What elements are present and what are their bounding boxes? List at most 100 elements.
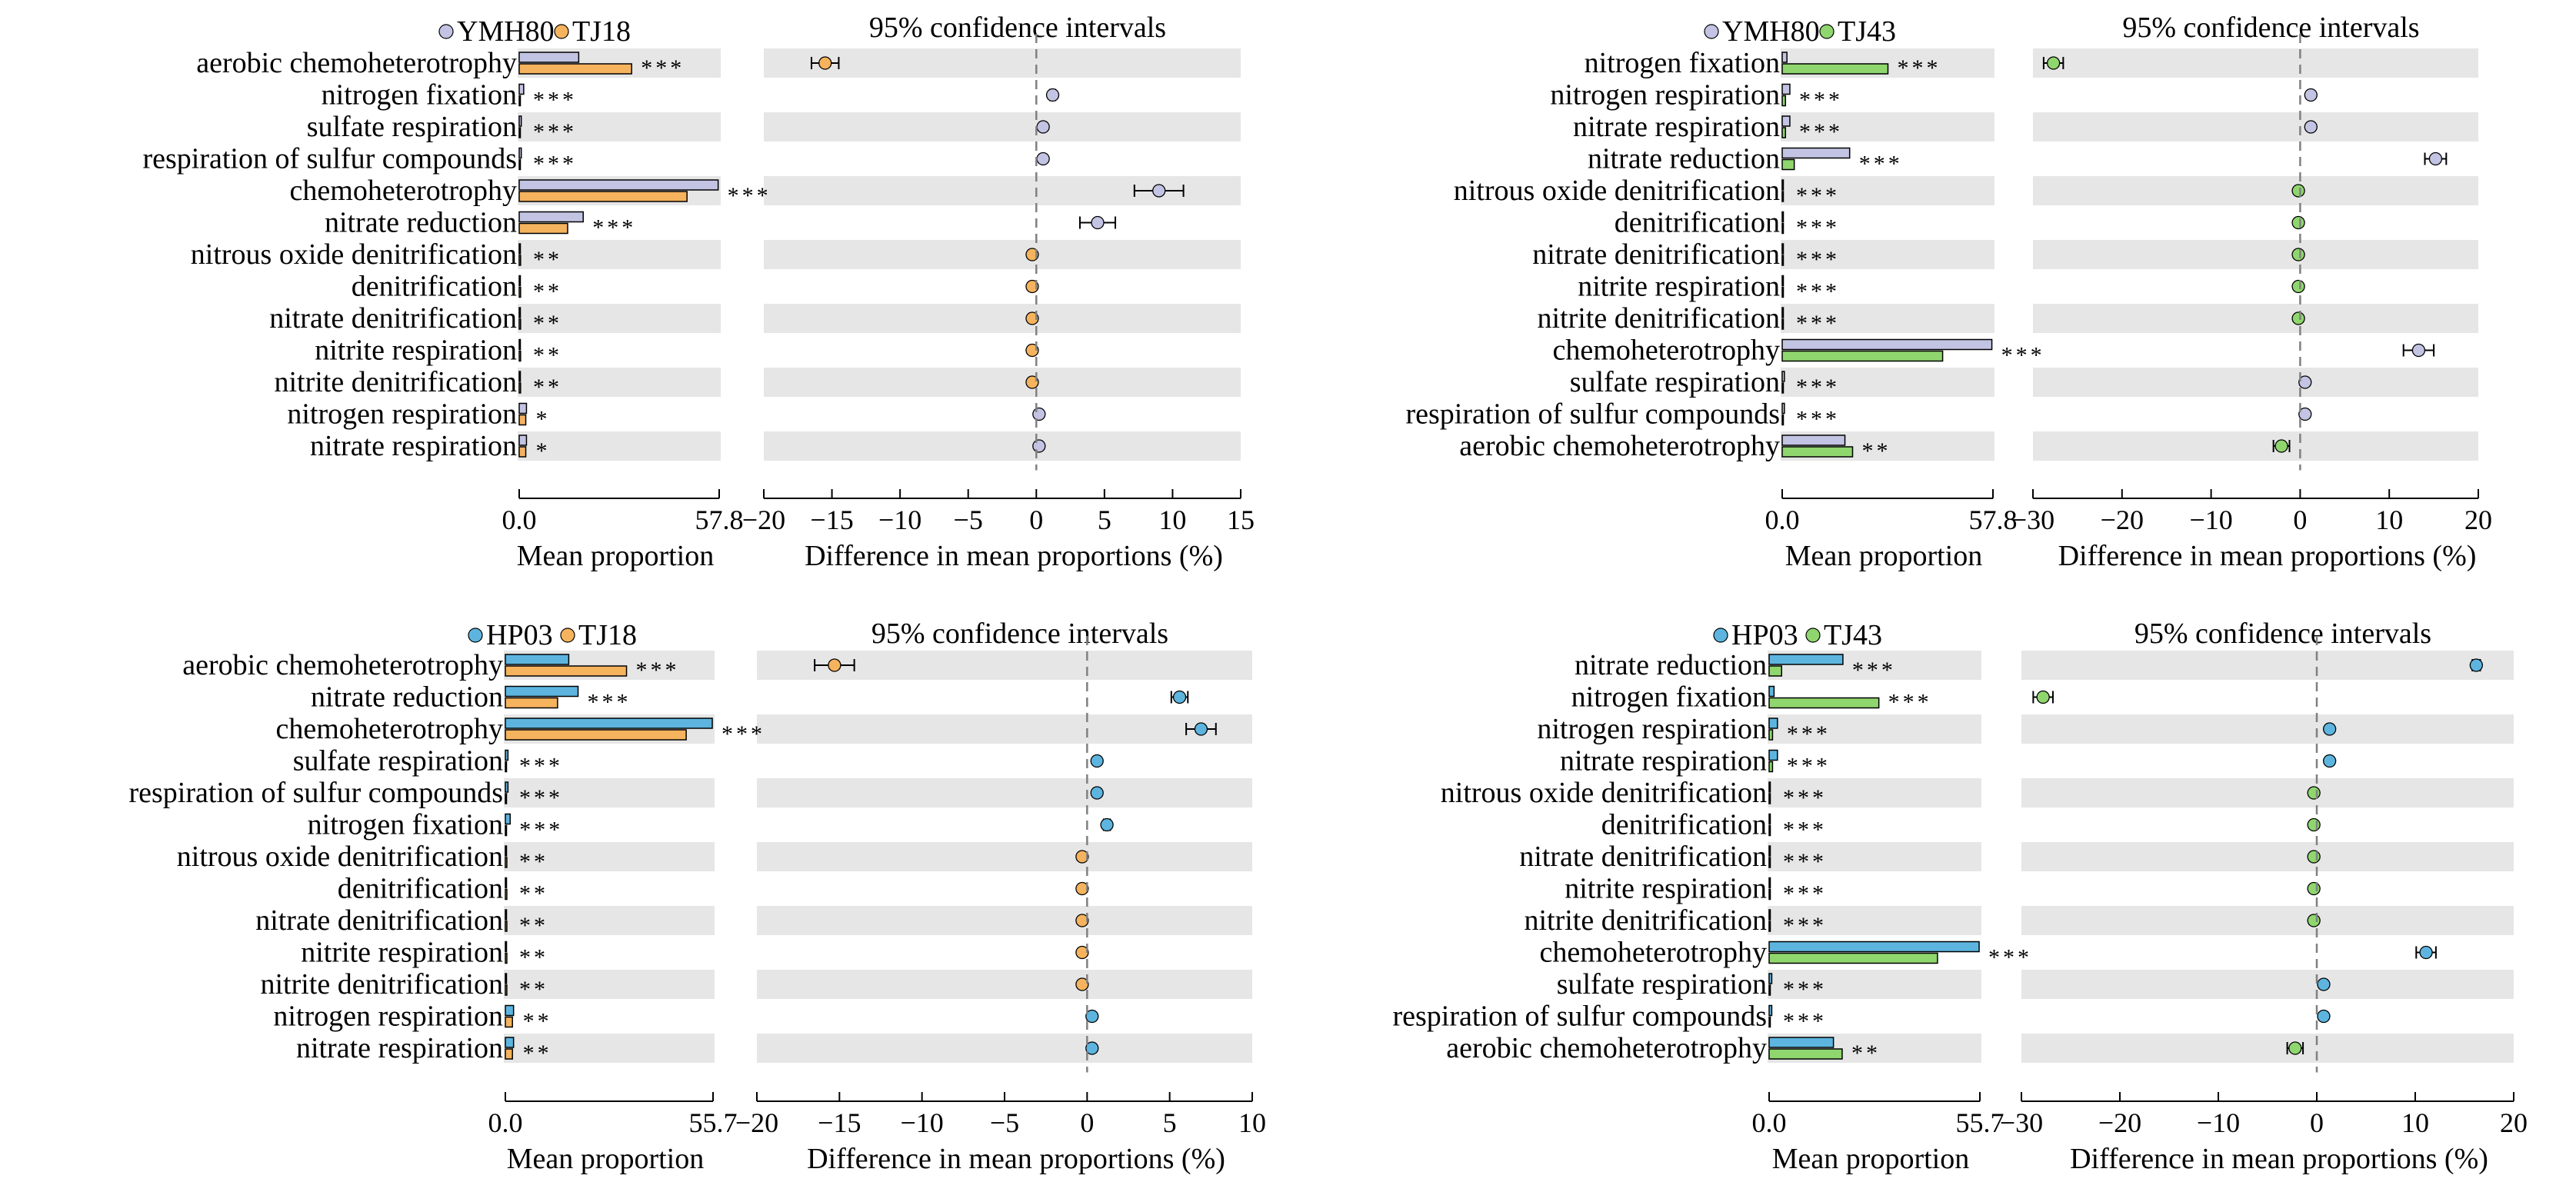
- row-band-right: [764, 304, 1241, 333]
- row-nitrogen-respiration: nitrogen respiration **: [273, 1001, 1099, 1034]
- bar-ymh80: [1781, 338, 1993, 351]
- bar-hp03: [1768, 877, 1771, 889]
- bar-tj43: [1781, 414, 1785, 426]
- row-label: nitrous oxide denitrification: [1454, 175, 1780, 207]
- row-chemoheterotrophy: chemoheterotrophy ***: [276, 713, 1252, 747]
- row-band-left: [518, 431, 721, 461]
- row-nitrogen-fixation: nitrogen fixation ***: [322, 79, 1060, 113]
- bar-axis-tick-label: 55.7: [1956, 1107, 2004, 1138]
- ci-title: 95% confidence intervals: [2134, 618, 2431, 650]
- ci-point: [1100, 817, 1114, 832]
- ci-point: [2304, 120, 2318, 134]
- bar-ymh80: [1781, 211, 1785, 223]
- bar-tj43: [1781, 191, 1785, 202]
- bar-hp03: [1768, 654, 1844, 665]
- row-band-right: [757, 778, 1252, 807]
- bar-tj18: [505, 1048, 513, 1060]
- row-nitrate-respiration: nitrate respiration **: [296, 1032, 1252, 1066]
- row-band-right: [2021, 651, 2514, 680]
- row-nitrogen-respiration: nitrogen respiration ***: [1537, 713, 2514, 747]
- row-chemoheterotrophy: chemoheterotrophy ***: [290, 175, 1241, 208]
- ci-axis-tick-label: 20: [2464, 504, 2492, 535]
- bar-ymh80: [518, 52, 580, 63]
- ci-axis-tick-label: −10: [2189, 504, 2232, 535]
- row-nitrite-respiration: nitrite respiration ***: [1565, 873, 2321, 907]
- bar-tj18: [518, 63, 632, 75]
- ci-axis-title: Difference in mean proportions (%): [805, 540, 1223, 572]
- bar-ymh80: [518, 338, 522, 351]
- bar-hp03: [505, 941, 508, 953]
- row-label: respiration of sulfur compounds: [128, 777, 503, 809]
- row-nitrite-denitrification: nitrite denitrification **: [260, 968, 1252, 1002]
- ci-point: [2307, 786, 2321, 800]
- ci-axis-tick-label: −10: [901, 1107, 944, 1138]
- row-label: denitrification: [1615, 207, 1780, 239]
- row-label: nitrogen fixation: [308, 809, 503, 841]
- row-band-right: [757, 970, 1252, 999]
- legend: HP03 TJ43: [1713, 619, 1882, 651]
- significance-marker: ***: [1796, 375, 1840, 400]
- ci-axis-tick-label: 0: [2293, 504, 2307, 535]
- legend: HP03 TJ18: [468, 619, 637, 651]
- bar-ymh80: [518, 211, 584, 223]
- row-label: nitrate reduction: [1575, 649, 1767, 681]
- bar-hp03: [505, 1037, 515, 1048]
- significance-marker: ***: [1796, 279, 1840, 305]
- row-label: sulfate respiration: [293, 745, 503, 777]
- row-band-left: [504, 842, 715, 871]
- ci-point: [2317, 1009, 2331, 1024]
- ci-point: [2298, 375, 2312, 389]
- row-band-left: [1781, 176, 1994, 205]
- row-label: denitrification: [338, 873, 503, 905]
- bar-tj43: [1781, 127, 1787, 138]
- bar-hp03: [505, 1004, 515, 1017]
- bar-hp03: [1768, 941, 1980, 953]
- ci-point: [1045, 88, 1060, 102]
- row-label: chemoheterotrophy: [1553, 335, 1780, 367]
- bar-ymh80: [518, 307, 522, 318]
- significance-marker: *: [535, 407, 550, 432]
- bar-ymh80: [518, 275, 522, 287]
- row-nitrite-respiration: nitrite respiration **: [315, 335, 1039, 368]
- row-label: nitrate denitrification: [269, 302, 517, 335]
- bar-ymh80: [1781, 435, 1846, 446]
- significance-marker: ***: [641, 55, 685, 81]
- significance-marker: ***: [533, 88, 577, 113]
- ci-axis-tick-label: −20: [735, 1107, 778, 1138]
- row-label: nitrate denitrification: [1519, 841, 1767, 873]
- bar-hp03: [1768, 781, 1771, 793]
- bar-tj43: [1768, 888, 1771, 901]
- bar-hp03: [505, 813, 512, 825]
- row-band-right: [2021, 842, 2514, 871]
- row-aerobic-chemoheterotrophy: aerobic chemoheterotrophy **: [1459, 430, 2478, 464]
- bar-tj18: [518, 222, 568, 235]
- row-label: aerobic chemoheterotrophy: [196, 47, 517, 79]
- row-label: aerobic chemoheterotrophy: [1459, 430, 1780, 462]
- bar-axis-tick-label: 0.0: [502, 504, 537, 535]
- bar-tj18: [518, 382, 522, 394]
- significance-marker: ***: [1787, 721, 1831, 747]
- significance-marker: ***: [1799, 88, 1843, 113]
- bar-ymh80: [518, 147, 522, 159]
- bar-tj18: [505, 857, 508, 868]
- bar-ymh80: [1781, 52, 1788, 63]
- bar-tj18: [518, 446, 527, 458]
- bar-tj43: [1768, 793, 1771, 804]
- bar-hp03: [1768, 749, 1778, 761]
- row-respiration-of-sulfur-compounds: respiration of sulfur compounds ***: [1392, 1001, 2331, 1034]
- legend-marker-tj18: [560, 628, 575, 643]
- significance-marker: ***: [1783, 1009, 1827, 1034]
- significance-marker: ***: [1796, 407, 1840, 432]
- bar-axis-tick-label: 57.8: [1969, 504, 2018, 535]
- bar-hp03: [1768, 1004, 1773, 1017]
- bar-tj18: [505, 888, 508, 901]
- significance-marker: ***: [1783, 817, 1827, 843]
- significance-marker: ***: [1796, 183, 1840, 208]
- ci-point: [2036, 690, 2050, 704]
- bar-tj18: [518, 414, 527, 426]
- significance-marker: ***: [533, 119, 577, 145]
- row-label: denitrification: [352, 271, 517, 303]
- significance-marker: **: [533, 375, 562, 400]
- ci-point: [1075, 850, 1089, 864]
- row-label: nitrite denitrification: [1537, 302, 1780, 335]
